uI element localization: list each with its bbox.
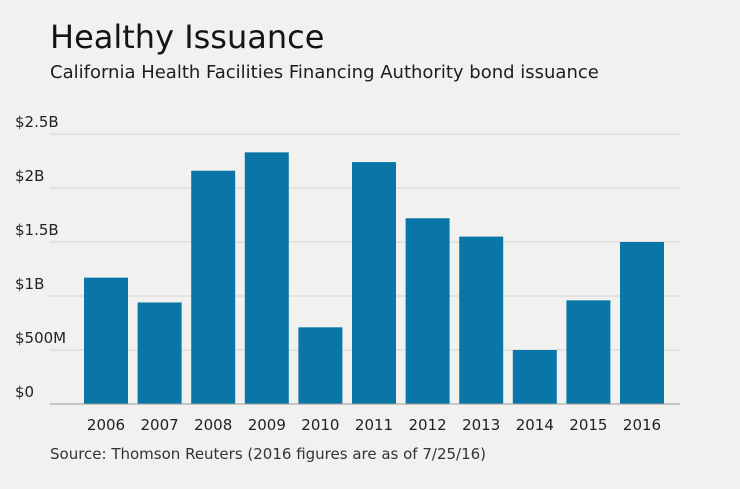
- x-tick-label: 2016: [623, 416, 661, 434]
- x-tick-label: 2011: [355, 416, 393, 434]
- x-tick-label: 2008: [194, 416, 232, 434]
- bar-2007: [137, 302, 182, 404]
- x-axis-ticks: 2006 2007 2008 2009 2010 2011 2012 2013 2014 2015…: [87, 416, 661, 434]
- y-tick-label: $1B: [15, 275, 44, 293]
- bar-2011: [352, 162, 396, 404]
- bar-2010: [298, 327, 343, 404]
- source-note: Source: Thomson Reuters (2016 figures ar…: [50, 445, 487, 463]
- bar-2013: [459, 236, 504, 404]
- x-tick-label: 2007: [141, 416, 179, 434]
- chart-title: Healthy Issuance: [50, 18, 325, 56]
- x-tick-label: 2014: [516, 416, 554, 434]
- y-tick-label: $2.5B: [15, 113, 59, 131]
- bar-2012: [405, 218, 450, 404]
- bars: [84, 152, 664, 404]
- bar-2009: [244, 152, 289, 404]
- x-tick-label: 2015: [569, 416, 607, 434]
- y-tick-label: $500M: [15, 329, 66, 347]
- x-tick-label: 2010: [301, 416, 339, 434]
- bar-2015: [566, 300, 611, 404]
- x-tick-label: 2006: [87, 416, 125, 434]
- bar-2006: [84, 277, 128, 404]
- y-axis-ticks: $0 $500M $1B $1.5B $2B $2.5B: [15, 113, 66, 401]
- x-tick-label: 2009: [248, 416, 286, 434]
- bar-2014: [512, 350, 557, 404]
- y-tick-label: $2B: [15, 167, 44, 185]
- x-tick-label: 2013: [462, 416, 500, 434]
- y-tick-label: $0: [15, 383, 34, 401]
- bar-2008: [191, 170, 236, 404]
- y-tick-label: $1.5B: [15, 221, 59, 239]
- bar-2016: [620, 242, 664, 404]
- chart-subtitle: California Health Facilities Financing A…: [50, 62, 599, 83]
- x-tick-label: 2012: [409, 416, 447, 434]
